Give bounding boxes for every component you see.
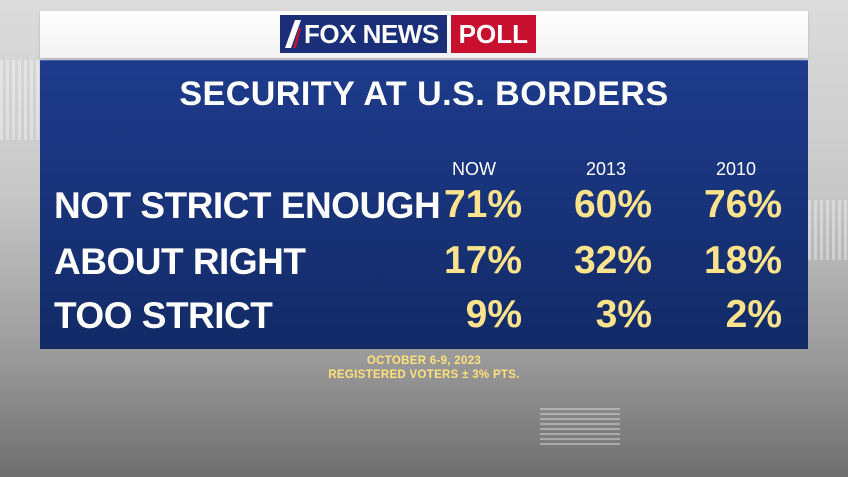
header-bar: FOX NEWS POLL: [40, 11, 808, 58]
value-about-right-2013: 32%: [573, 239, 652, 282]
value-not-strict-enough-2010: 76%: [703, 183, 782, 226]
footnote-sample: REGISTERED VOTERS ± 3% PTS.: [328, 369, 520, 381]
value-not-strict-enough-2013: 60%: [573, 183, 652, 226]
chart-title: SECURITY AT U.S. BORDERS: [179, 75, 669, 113]
value-too-strict-2013: 3%: [595, 293, 652, 336]
row-label-about-right: ABOUT RIGHT: [54, 241, 306, 282]
column-header-now: NOW: [452, 159, 496, 179]
value-not-strict-enough-now: 71%: [443, 183, 522, 226]
value-about-right-2010: 18%: [703, 239, 782, 282]
logo-poll: POLL: [450, 15, 537, 53]
footnote-date: OCTOBER 6-9, 2023: [366, 355, 482, 367]
value-about-right-now: 17%: [443, 239, 522, 282]
background-pattern: [0, 60, 40, 140]
background-pattern: [808, 200, 848, 260]
column-header-2013: 2013: [585, 159, 626, 179]
background-pattern: [540, 405, 620, 445]
row-label-not-strict-enough: NOT STRICT ENOUGH: [54, 185, 441, 226]
value-too-strict-now: 9%: [465, 293, 522, 336]
value-too-strict-2010: 2%: [725, 293, 782, 336]
logo-main-text: FOX NEWS: [304, 18, 439, 49]
column-header-2010: 2010: [715, 159, 756, 179]
fox-logo-icon: [285, 20, 301, 48]
poll-panel: SECURITY AT U.S. BORDERS NOW 2013 2010 N…: [40, 60, 808, 349]
row-label-too-strict: TOO STRICT: [54, 295, 273, 336]
logo-main: FOX NEWS: [280, 15, 447, 53]
fox-news-poll-logo: FOX NEWS POLL: [280, 15, 537, 53]
